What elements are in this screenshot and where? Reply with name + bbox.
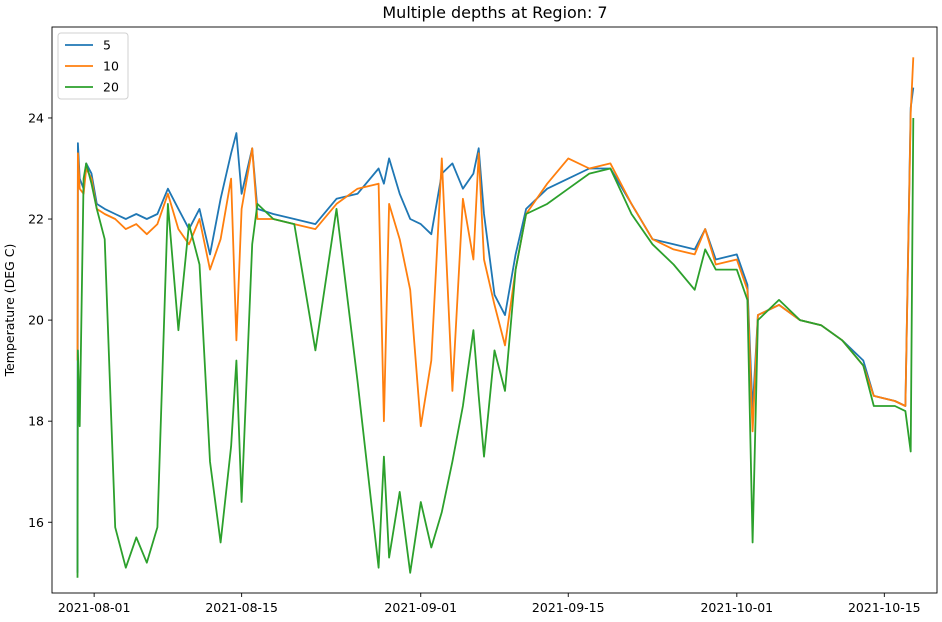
y-axis: 16 18 20 22 24 xyxy=(28,110,52,530)
x-tick-label: 2021-08-15 xyxy=(205,600,278,615)
legend-label-5: 5 xyxy=(103,38,111,53)
x-axis: 2021-08-01 2021-08-15 2021-09-01 2021-09-15… xyxy=(58,593,921,615)
x-tick-label: 2021-09-01 xyxy=(384,600,457,615)
y-tick-label: 24 xyxy=(28,110,44,125)
x-tick-label: 2021-09-15 xyxy=(532,600,605,615)
x-tick-label: 2021-10-01 xyxy=(700,600,773,615)
y-tick-label: 18 xyxy=(28,414,44,429)
series-line-20 xyxy=(76,117,915,578)
chart-title: Multiple depths at Region: 7 xyxy=(382,3,607,22)
y-tick-label: 22 xyxy=(28,212,44,227)
legend: 5 10 20 xyxy=(57,32,129,100)
x-tick-label: 2021-10-15 xyxy=(848,600,921,615)
x-tick-label: 2021-08-01 xyxy=(58,600,131,615)
series-layer xyxy=(76,57,915,578)
series-line-10 xyxy=(76,57,915,433)
plot-area-frame xyxy=(51,26,938,594)
y-axis-label: Temperature (DEG C) xyxy=(2,244,17,378)
y-tick-label: 16 xyxy=(28,515,44,530)
legend-label-10: 10 xyxy=(103,59,119,74)
legend-label-20: 20 xyxy=(103,80,119,95)
y-tick-label: 20 xyxy=(28,313,44,328)
